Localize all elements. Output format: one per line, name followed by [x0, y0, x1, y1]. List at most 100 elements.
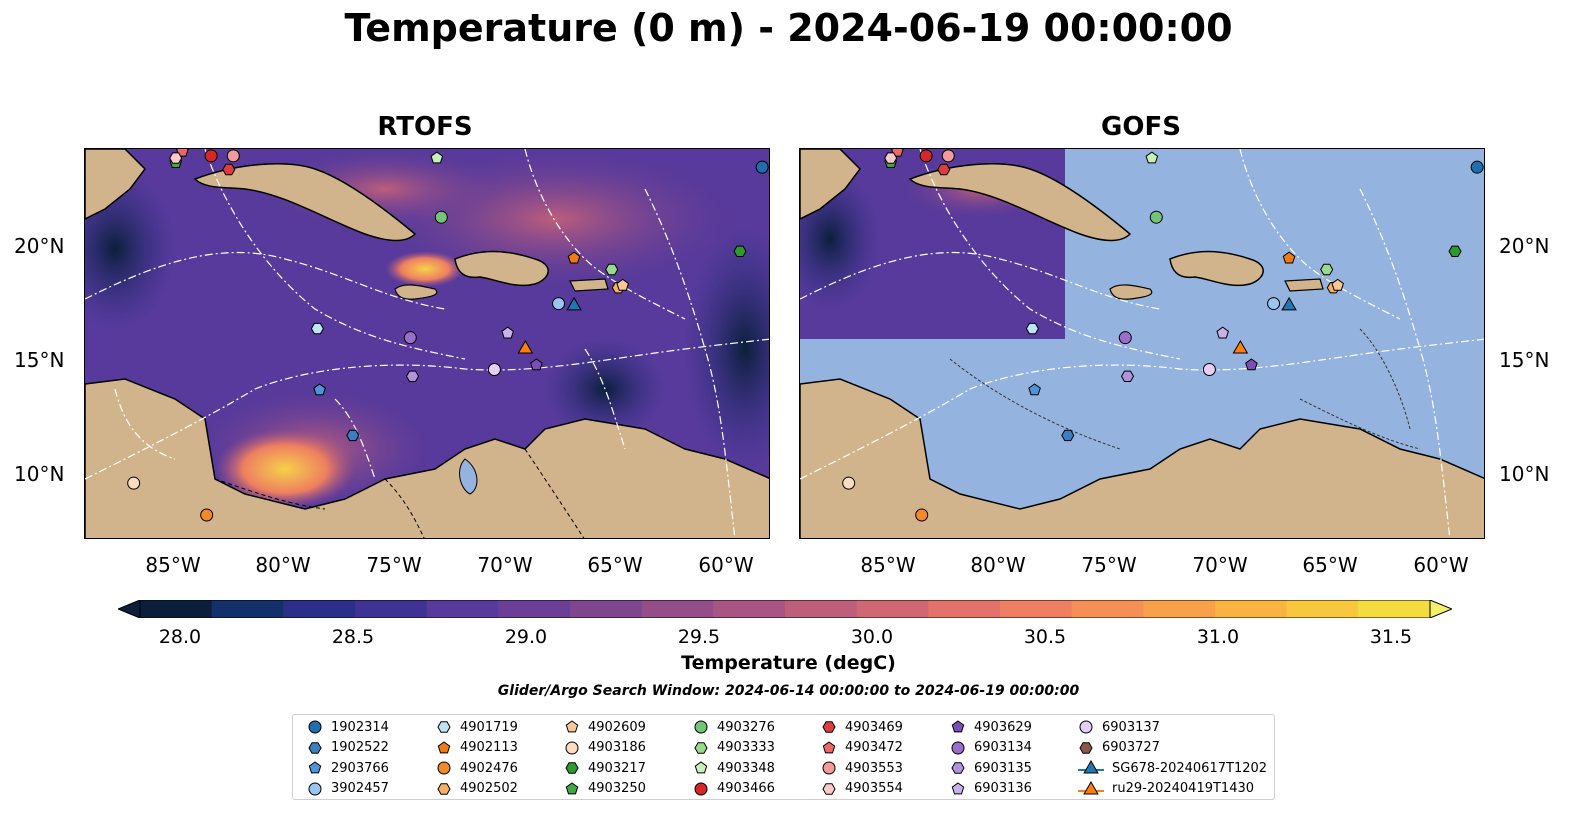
legend-label: 4902609 — [588, 719, 646, 735]
legend-marker-icon — [565, 720, 579, 733]
legend-marker-icon — [437, 721, 451, 733]
hispaniola-land — [454, 250, 549, 287]
legend-marker-icon — [951, 741, 965, 754]
legend-marker-icon — [1078, 780, 1104, 794]
float-marker-4903348 — [1145, 151, 1159, 164]
float-marker-4902476 — [915, 508, 929, 522]
float-marker-SG678-20240617T1202 — [566, 296, 582, 311]
colorbar-segment — [1215, 600, 1288, 618]
lat-label-20n-left: 20°N — [14, 234, 65, 258]
legend-marker-icon — [822, 721, 836, 733]
legend-label: 4903276 — [717, 719, 775, 735]
legend-item: 4903250 — [564, 779, 646, 799]
float-marker-3902457 — [552, 297, 566, 311]
colorbar-segment — [1000, 600, 1073, 618]
legend-marker-icon — [951, 720, 965, 733]
legend-item: 6903727 — [1078, 738, 1160, 758]
lake-maracaibo — [459, 458, 478, 495]
float-marker-ru29-20240419T1430 — [517, 340, 534, 354]
legend-item: 4903554 — [821, 779, 903, 799]
float-marker-4902609 — [616, 278, 629, 291]
float-marker-4903186 — [127, 476, 141, 490]
legend-item: 4902502 — [436, 779, 518, 799]
float-marker-4903276 — [1149, 210, 1163, 224]
cool-region — [85, 169, 175, 329]
float-marker-4903276 — [434, 210, 448, 224]
cuba-land — [193, 163, 417, 242]
legend-label: 4901719 — [460, 719, 518, 735]
legend-marker-icon — [565, 762, 579, 774]
south-america-central-america-land — [85, 378, 769, 538]
legend-item: 6903137 — [1078, 717, 1160, 737]
legend-item: 4903466 — [693, 779, 775, 799]
float-marker-1902522 — [1061, 429, 1075, 442]
float-marker-4901719 — [1025, 322, 1039, 335]
colorbar-segment — [713, 600, 786, 618]
float-marker-4903629 — [530, 358, 543, 371]
rtofs-map — [84, 148, 770, 539]
legend-marker-icon — [308, 720, 322, 734]
float-marker-3902457 — [1267, 297, 1281, 311]
legend-marker-icon — [951, 762, 965, 774]
legend-item: 4903333 — [693, 738, 775, 758]
legend-marker-icon — [951, 781, 965, 794]
legend-item: 4902476 — [436, 758, 518, 778]
float-marker-2903766 — [1028, 383, 1041, 396]
gofs-bathymetry — [949, 328, 1421, 450]
legend-marker-icon — [308, 761, 322, 774]
legend-marker-icon — [694, 720, 708, 734]
float-marker-4903217 — [733, 245, 747, 257]
legend-item: ru29-20240419T1430 — [1078, 779, 1254, 799]
legend-item: 2903766 — [307, 758, 389, 778]
legend-item: 4902609 — [564, 717, 646, 737]
legend-label: 6903135 — [974, 760, 1032, 776]
legend-label: 4903553 — [845, 760, 903, 776]
legend-marker-icon — [437, 740, 451, 753]
legend-marker-icon — [308, 782, 322, 795]
south-america-central-america-land — [800, 378, 1484, 538]
search-window-label: Glider/Argo Search Window: 2024-06-14 00… — [497, 683, 1080, 699]
lat-label-15n-left: 15°N — [14, 348, 65, 372]
float-marker-4901719 — [310, 322, 324, 335]
legend-marker-icon — [1078, 760, 1104, 774]
float-marker-4903466 — [204, 149, 218, 163]
colorbar-segment — [1071, 600, 1144, 618]
legend-label: 4903472 — [845, 740, 903, 755]
legend-marker-icon — [437, 782, 451, 795]
gofs-contours — [800, 149, 1484, 538]
float-marker-6903135 — [1120, 370, 1135, 382]
float-marker-6903134 — [1118, 331, 1132, 345]
colorbar-segment — [785, 600, 858, 618]
legend-marker-icon — [822, 740, 836, 753]
colorbar-tick: 31.5 — [1369, 626, 1413, 648]
float-marker-4903553 — [226, 149, 240, 163]
colorbar-tick: 30.0 — [850, 626, 894, 648]
panel-title-rtofs: RTOFS — [377, 112, 473, 142]
colorbar-extend-high — [1429, 600, 1452, 618]
colorbar-segment — [1286, 600, 1359, 618]
colorbar-segment — [1358, 600, 1431, 618]
lat-label-10n-right: 10°N — [1499, 462, 1550, 486]
legend-item: 4903217 — [564, 758, 646, 778]
lon-label-75w-gofs: 75°W — [1081, 553, 1137, 577]
legend-label: 4902476 — [460, 760, 518, 776]
colorbar-segments — [118, 600, 1452, 618]
legend-item: 4903472 — [821, 738, 903, 758]
lon-label-60w-gofs: 60°W — [1413, 553, 1469, 577]
lon-label-85w-rtofs: 85°W — [145, 553, 201, 577]
rtofs-map-canvas — [85, 149, 769, 538]
float-marker-6903134 — [403, 331, 417, 345]
legend-item: 4902113 — [436, 738, 518, 758]
legend-label: 4903217 — [588, 760, 646, 776]
legend-label: 4903629 — [974, 719, 1032, 735]
figure-title: Temperature (0 m) - 2024-06-19 00:00:00 — [344, 6, 1233, 50]
legend-label: 6903137 — [1102, 719, 1160, 735]
float-marker-4903629 — [1245, 358, 1258, 371]
colorbar-extend-low — [118, 600, 141, 618]
float-marker-1902522 — [346, 429, 360, 442]
legend-item: 6903135 — [950, 758, 1032, 778]
colorbar-tick: 29.0 — [504, 626, 548, 648]
legend-marker-icon — [694, 782, 708, 795]
legend-item: SG678-20240617T1202 — [1078, 758, 1267, 778]
colorbar-segment — [140, 600, 213, 618]
